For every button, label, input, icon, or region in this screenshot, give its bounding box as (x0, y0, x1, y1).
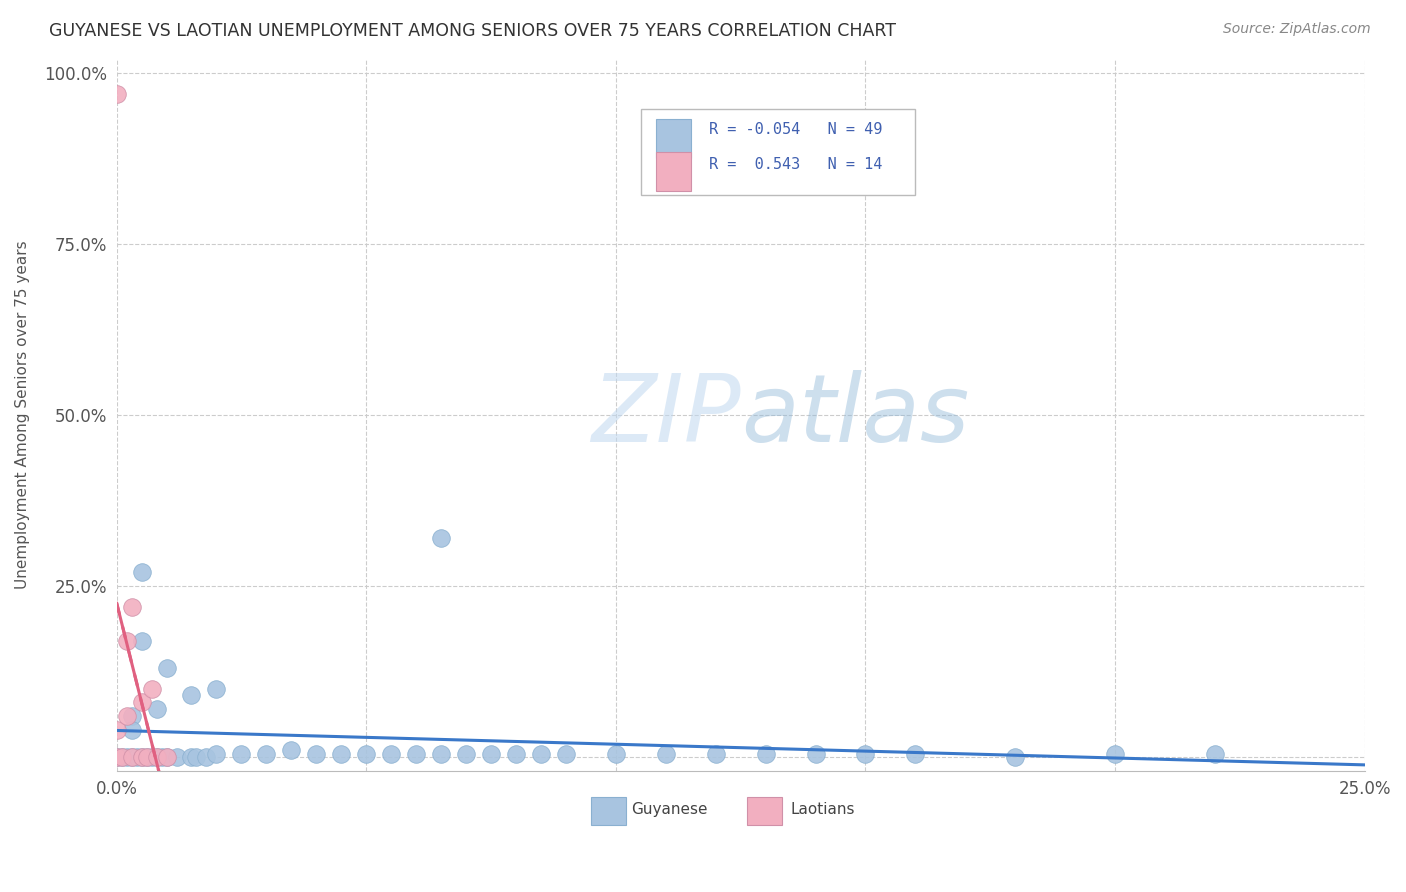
Text: R = -0.054   N = 49: R = -0.054 N = 49 (710, 122, 883, 136)
Point (254, 747, 277, 761)
Point (555, 747, 578, 761)
Point (231, 747, 253, 761)
Point (1104, 747, 1126, 761)
Point (131, 695, 153, 709)
Point (115, 709, 138, 723)
Text: R =  0.543   N = 14: R = 0.543 N = 14 (710, 157, 883, 172)
Point (305, 747, 328, 761)
FancyBboxPatch shape (655, 152, 690, 191)
Text: Laotians: Laotians (790, 802, 855, 817)
Point (855, 747, 877, 761)
Point (135, 750, 157, 764)
Point (121, 750, 143, 764)
Point (205, 747, 228, 761)
Point (131, 750, 153, 764)
Point (479, 747, 502, 761)
Point (115, 633, 138, 648)
Point (380, 747, 402, 761)
Point (704, 747, 727, 761)
Point (530, 747, 553, 761)
Point (755, 747, 778, 761)
Point (280, 743, 302, 757)
Point (155, 750, 177, 764)
Point (155, 661, 177, 675)
Point (150, 750, 173, 764)
Point (1204, 747, 1226, 761)
Text: Guyanese: Guyanese (631, 802, 707, 817)
Text: GUYANESE VS LAOTIAN UNEMPLOYMENT AMONG SENIORS OVER 75 YEARS CORRELATION CHART: GUYANESE VS LAOTIAN UNEMPLOYMENT AMONG S… (49, 22, 896, 40)
Point (121, 599, 143, 614)
Text: Source: ZipAtlas.com: Source: ZipAtlas.com (1223, 22, 1371, 37)
Point (145, 750, 167, 764)
Point (205, 681, 228, 696)
Point (105, 723, 128, 737)
Point (125, 750, 148, 764)
Point (145, 750, 167, 764)
Point (180, 750, 202, 764)
Point (804, 747, 827, 761)
Point (121, 750, 143, 764)
Point (145, 702, 167, 716)
Point (131, 750, 153, 764)
Point (430, 747, 453, 761)
Point (141, 681, 163, 696)
Text: atlas: atlas (741, 369, 969, 460)
Point (121, 723, 143, 737)
Point (105, 750, 128, 764)
Point (155, 750, 177, 764)
Point (456, 747, 478, 761)
Point (105, 87, 128, 101)
Point (180, 689, 202, 703)
Point (110, 750, 132, 764)
Point (195, 750, 218, 764)
FancyBboxPatch shape (747, 797, 782, 825)
Point (131, 633, 153, 648)
Point (131, 566, 153, 580)
Point (354, 747, 377, 761)
Point (105, 750, 128, 764)
Point (186, 750, 208, 764)
Point (135, 750, 157, 764)
Point (330, 747, 353, 761)
Point (430, 531, 453, 545)
FancyBboxPatch shape (641, 110, 915, 194)
Point (505, 747, 527, 761)
FancyBboxPatch shape (591, 797, 626, 825)
Point (655, 747, 678, 761)
Point (110, 750, 132, 764)
Point (166, 750, 188, 764)
FancyBboxPatch shape (655, 119, 690, 158)
Y-axis label: Unemployment Among Seniors over 75 years: Unemployment Among Seniors over 75 years (15, 241, 30, 590)
Point (115, 750, 138, 764)
Point (605, 747, 627, 761)
Point (1004, 750, 1026, 764)
Point (904, 747, 927, 761)
Point (141, 750, 163, 764)
Text: ZIP: ZIP (591, 369, 741, 460)
Point (405, 747, 427, 761)
Point (121, 709, 143, 723)
